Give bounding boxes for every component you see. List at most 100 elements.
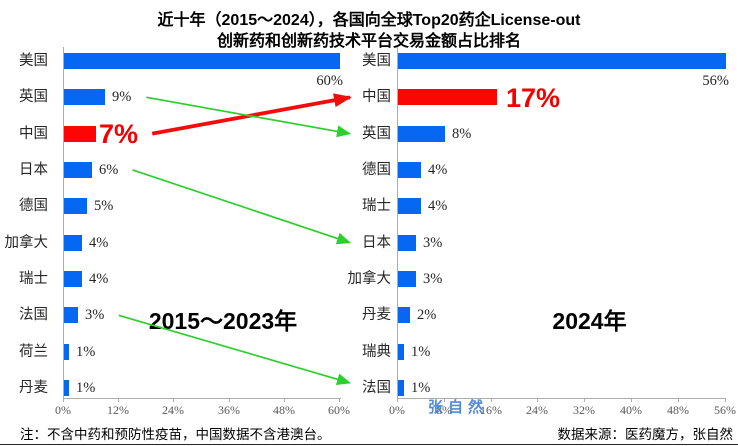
category-label-加拿大: 加拿大 [347, 271, 392, 287]
bar-瑞士 [64, 271, 82, 287]
category-label-瑞士: 瑞士 [362, 198, 391, 214]
category-label-中国: 中国 [362, 89, 391, 105]
data-source: 数据来源：医药魔方，张自然 [557, 427, 734, 442]
value-label-中国: 7% [99, 119, 139, 149]
bar-美国 [398, 53, 726, 69]
value-label-荷兰: 1% [76, 344, 96, 360]
x-axis-tick-label: 48% [273, 403, 295, 417]
category-label-瑞士: 瑞士 [19, 271, 48, 287]
category-label-法国: 法国 [362, 380, 391, 396]
value-label-瑞典: 1% [411, 344, 431, 360]
x-axis-tick [284, 398, 285, 402]
bar-英国 [398, 126, 445, 142]
chart-title-line-1: 近十年（2015～2024），各国向全球Top20药企License-out [157, 12, 581, 29]
x-axis-tick-label: 36% [218, 403, 240, 417]
x-axis-tick-label: 48% [667, 403, 689, 417]
x-axis-tick-label: 40% [620, 403, 642, 417]
value-label-日本: 3% [423, 235, 443, 251]
value-label-丹麦: 2% [417, 307, 437, 323]
x-axis-tick-label: 8% [436, 403, 452, 417]
value-label-中国: 17% [506, 83, 561, 113]
watermark: 张自然 [428, 400, 489, 416]
value-label-英国: 9% [112, 89, 132, 105]
x-axis-tick [584, 398, 585, 402]
x-axis-tick [397, 398, 398, 402]
value-label-日本: 6% [99, 162, 119, 178]
value-label-瑞士: 4% [89, 271, 109, 287]
value-label-美国: 56% [702, 73, 729, 89]
value-label-加拿大: 3% [423, 271, 443, 287]
category-label-德国: 德国 [19, 198, 48, 214]
x-axis-tick [63, 398, 64, 402]
x-axis-line [397, 398, 726, 399]
bottom-border [0, 444, 738, 445]
value-label-德国: 5% [94, 198, 114, 214]
category-label-瑞典: 瑞典 [362, 344, 391, 360]
category-label-加拿大: 加拿大 [4, 235, 49, 251]
x-axis-tick [491, 398, 492, 402]
category-label-日本: 日本 [362, 235, 391, 251]
value-label-美国: 60% [316, 73, 343, 89]
x-axis-tick [725, 398, 726, 402]
bar-日本 [64, 162, 92, 178]
bar-中国 [64, 126, 96, 142]
value-label-加拿大: 4% [89, 235, 109, 251]
category-label-美国: 美国 [19, 53, 48, 69]
bar-英国 [64, 89, 105, 105]
chart-title-line-2: 创新药和创新药技术平台交易金额占比排名 [216, 33, 521, 50]
bar-瑞典 [398, 344, 404, 360]
category-label-日本: 日本 [19, 162, 48, 178]
x-axis-line [63, 398, 341, 399]
x-axis-tick-label: 0% [389, 403, 405, 417]
bar-日本 [398, 235, 416, 251]
value-label-法国: 3% [85, 307, 105, 323]
y-axis-line [397, 47, 398, 398]
footnote: 注：不含中药和预防性疫苗，中国数据不含港澳台。 [20, 427, 331, 442]
category-label-英国: 英国 [19, 89, 48, 105]
period-label-2024: 2024年 [552, 308, 627, 334]
x-axis-tick-label: 24% [162, 403, 184, 417]
value-label-法国: 1% [411, 380, 431, 396]
category-label-丹麦: 丹麦 [362, 307, 391, 323]
period-label-2015-2023: 2015～2023年 [148, 308, 298, 334]
x-axis-tick [118, 398, 119, 402]
bar-德国 [64, 198, 87, 214]
bar-丹麦 [398, 307, 410, 323]
y-axis-line [63, 47, 64, 398]
category-label-美国: 美国 [362, 53, 391, 69]
x-axis-tick [678, 398, 679, 402]
category-label-德国: 德国 [362, 162, 391, 178]
x-axis-tick [229, 398, 230, 402]
category-label-中国: 中国 [19, 126, 48, 142]
x-axis-tick-label: 16% [480, 403, 502, 417]
bar-丹麦 [64, 380, 69, 396]
value-label-德国: 4% [428, 162, 448, 178]
x-axis-tick-label: 60% [328, 403, 350, 417]
x-axis-tick-label: 56% [714, 403, 736, 417]
category-label-荷兰: 荷兰 [19, 344, 48, 360]
x-axis-tick-label: 0% [55, 403, 71, 417]
bar-加拿大 [64, 235, 82, 251]
x-axis-tick-label: 24% [526, 403, 548, 417]
x-axis-tick [173, 398, 174, 402]
bar-瑞士 [398, 198, 421, 214]
bar-荷兰 [64, 344, 69, 360]
bar-加拿大 [398, 271, 416, 287]
x-axis-tick [631, 398, 632, 402]
bar-美国 [64, 53, 340, 69]
value-label-丹麦: 1% [76, 380, 96, 396]
bar-德国 [398, 162, 421, 178]
category-label-丹麦: 丹麦 [19, 380, 48, 396]
category-label-法国: 法国 [19, 307, 48, 323]
bar-法国 [64, 307, 78, 323]
bar-中国 [398, 89, 497, 105]
value-label-瑞士: 4% [428, 198, 448, 214]
x-axis-tick [537, 398, 538, 402]
category-label-英国: 英国 [362, 126, 391, 142]
bar-法国 [398, 380, 404, 396]
x-axis-tick-label: 12% [107, 403, 129, 417]
value-label-英国: 8% [452, 126, 472, 142]
